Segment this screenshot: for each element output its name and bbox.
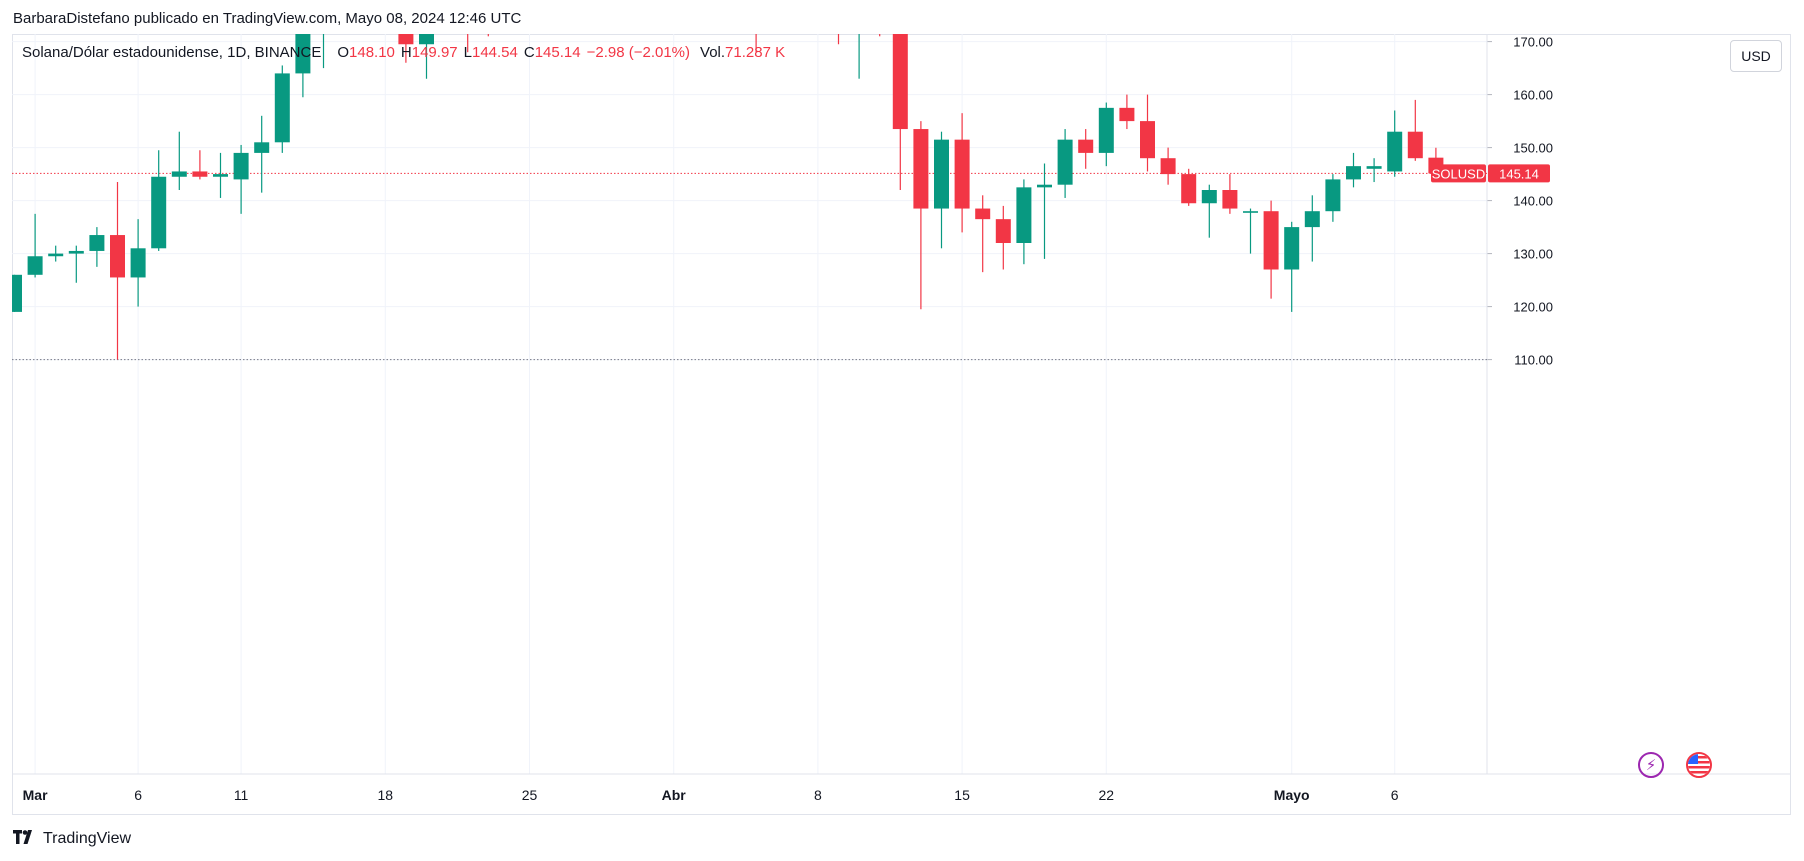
candle-body-up (68, 250, 84, 254)
publication-caption: BarbaraDistefano publicado en TradingVie… (13, 10, 522, 27)
candle-body-up (254, 142, 270, 153)
candle-body-up (48, 253, 64, 257)
x-tick-label: 11 (234, 787, 249, 803)
candle-body-down (1181, 174, 1197, 204)
candle-body-up (1304, 211, 1320, 228)
candle-body-up (213, 174, 228, 177)
candle-body-up (1098, 107, 1114, 153)
candle-body-up (89, 235, 105, 251)
candle-body-down (110, 235, 125, 278)
candle-body-up (934, 139, 949, 209)
x-tick-label: Mayo (1274, 787, 1310, 803)
x-tick-label: 25 (522, 787, 538, 803)
change-value: −2.98 (−2.01%) (586, 44, 691, 61)
price-tag-value: 145.14 (1499, 166, 1539, 181)
currency-button[interactable]: USD (1730, 40, 1782, 72)
low-label: L (463, 44, 472, 61)
candle-body-down (995, 219, 1011, 243)
candle-body-down (1160, 158, 1176, 175)
us-flag-icon[interactable] (1686, 752, 1712, 778)
x-tick-label: 6 (1391, 787, 1399, 803)
x-tick-label: 8 (814, 787, 822, 803)
x-tick-label: 18 (378, 787, 394, 803)
candle-body-up (1284, 227, 1300, 270)
candle-body-up (1387, 131, 1403, 172)
open-value: 148.10 (349, 44, 395, 61)
symbol-description: Solana/Dólar estadounidense, 1D, BINANCE (22, 44, 322, 61)
x-tick-label: 6 (134, 787, 142, 803)
candle-body-up (1201, 190, 1217, 204)
candle-body-down (1222, 190, 1238, 209)
x-tick-label: Abr (662, 787, 687, 803)
y-tick-label: 150.00 (1513, 141, 1553, 156)
candle-body-down (1263, 211, 1279, 270)
price-tag-ticker-bg (1431, 164, 1486, 183)
y-tick-label: 170.00 (1513, 35, 1553, 50)
price-tag-value-bg (1488, 164, 1550, 183)
x-tick-label: 15 (954, 787, 970, 803)
open-label: O (337, 44, 350, 61)
candle-body-down (913, 129, 929, 209)
candle-body-up (1037, 184, 1052, 188)
candle-body-down (1407, 131, 1423, 159)
candle-body-up (233, 152, 249, 180)
candle-body-up (151, 176, 167, 249)
candle-body-up (1366, 166, 1382, 169)
price-tag-ticker: SOLUSD (1432, 166, 1485, 181)
close-label: C (523, 44, 535, 61)
candle-body-down (1078, 139, 1094, 153)
candle-body-up (27, 256, 43, 275)
high-label: H (400, 44, 412, 61)
y-tick-label: 130.00 (1513, 247, 1553, 262)
candle-body-down (975, 208, 991, 220)
candle-body-down (1140, 121, 1155, 159)
last-price-tag: SOLUSD 145.14 (1431, 164, 1550, 183)
brand-name: TradingView (43, 830, 132, 847)
candle-body-up (1325, 179, 1341, 212)
candle-body-down (954, 139, 970, 209)
y-tick-label: 110.00 (1514, 353, 1553, 368)
y-tick-label: 120.00 (1513, 300, 1553, 315)
candle-body-up (171, 171, 187, 177)
tradingview-brand[interactable]: TradingView (13, 829, 131, 849)
high-value: 149.97 (411, 44, 458, 61)
low-value: 144.54 (471, 44, 518, 61)
candle-body-up (274, 73, 290, 143)
candle-body-up (419, 34, 434, 45)
chart-frame (12, 34, 1791, 815)
candle-body-up (12, 274, 22, 312)
candle-body-down (398, 34, 414, 45)
candle-body-up (1243, 211, 1258, 213)
candle-body-down (192, 171, 208, 177)
tradingview-logo-icon (13, 829, 37, 849)
candle-body-up (295, 34, 311, 74)
close-value: 145.14 (534, 44, 581, 61)
volume-value: 71.287 K (725, 44, 786, 61)
y-tick-label: 140.00 (1513, 194, 1553, 209)
candle-body-up (1346, 166, 1361, 180)
lightning-icon[interactable]: ⚡ (1638, 752, 1664, 778)
x-tick-label: Mar (23, 787, 48, 803)
candle-body-down (892, 34, 908, 130)
candle-body-up (1057, 139, 1073, 185)
candle-body-up (1016, 187, 1032, 243)
candle-body-down (1119, 107, 1135, 122)
volume-label: Vol. (700, 44, 726, 61)
candlestick-chart[interactable]: 110.00 120.00 130.00 140.00 150.00 160.00 170.… (12, 34, 1791, 815)
candle-body-up (130, 248, 146, 278)
x-tick-label: 22 (1099, 787, 1115, 803)
ohlc-legend: Solana/Dólar estadounidense, 1D, BINANCE… (22, 44, 785, 61)
y-tick-label: 160.00 (1513, 88, 1553, 103)
